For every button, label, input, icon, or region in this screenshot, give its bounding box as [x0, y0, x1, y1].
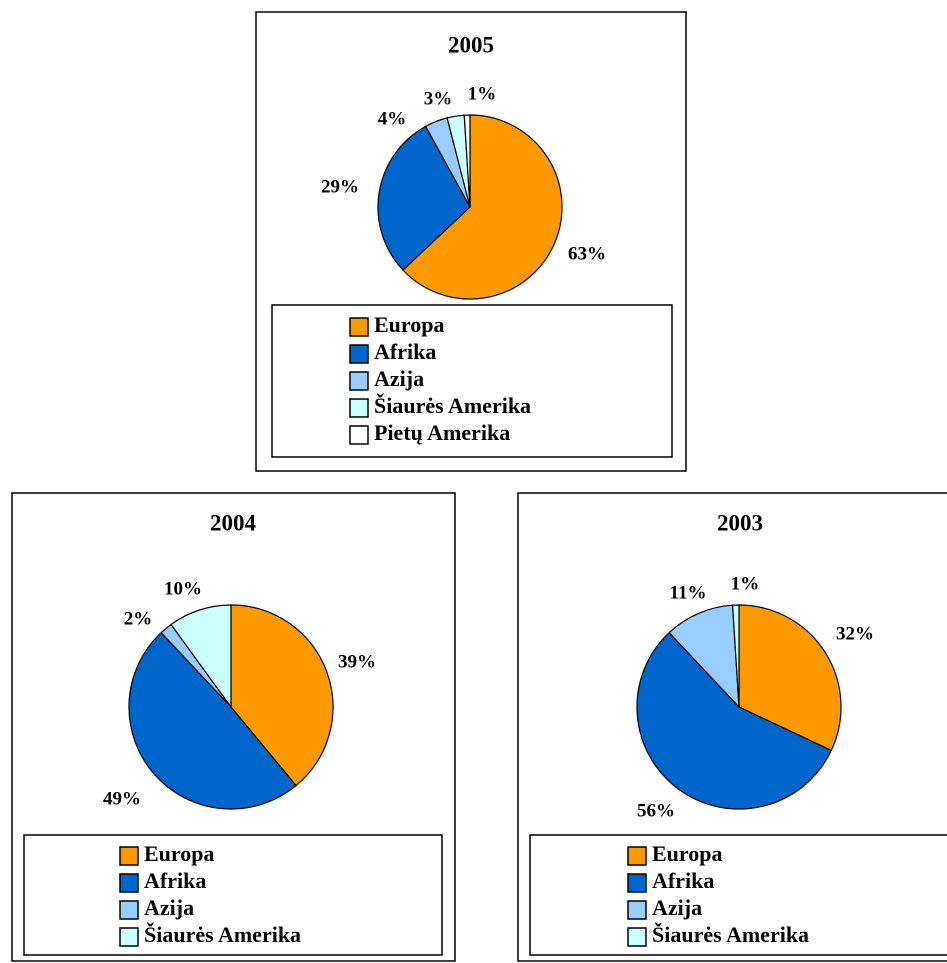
pie-slice: [738, 604, 842, 752]
legend-swatch: [349, 425, 369, 445]
legend-label: Šiaurės Amerika: [144, 922, 301, 947]
legend-swatch: [119, 927, 139, 947]
pie-slice: [668, 604, 740, 709]
data-label: 29%: [321, 176, 359, 197]
legend-swatch: [627, 846, 647, 866]
legend-box: [271, 304, 673, 458]
legend-label: Pietų Amerika: [374, 420, 510, 445]
data-label: 11%: [670, 582, 707, 603]
data-label: 4%: [378, 108, 407, 129]
data-label: 3%: [424, 88, 453, 109]
chart-title: 2004: [210, 510, 257, 535]
legend-swatch: [349, 317, 369, 337]
pie-slice: [377, 125, 471, 271]
data-label: 10%: [164, 578, 202, 599]
legend-label: Afrika: [374, 339, 436, 364]
data-label: 1%: [468, 83, 497, 104]
legend-label: Šiaurės Amerika: [652, 922, 809, 947]
pie-slice: [636, 631, 833, 810]
pie-slice: [128, 631, 297, 810]
legend-swatch: [627, 927, 647, 947]
legend-label: Azija: [374, 366, 424, 391]
frame: [11, 492, 456, 962]
legend-label: Azija: [144, 895, 194, 920]
pie-slice: [463, 114, 471, 208]
legend-box: [23, 834, 443, 956]
data-label: 2%: [124, 608, 153, 629]
data-label: 63%: [568, 243, 606, 264]
chart-title: 2005: [448, 32, 494, 57]
chart-title: 2003: [717, 510, 763, 535]
legend-label: Šiaurės Amerika: [374, 393, 531, 418]
legend-label: Afrika: [144, 868, 206, 893]
data-label: 32%: [836, 623, 874, 644]
data-label: 1%: [731, 573, 760, 594]
legend-swatch: [627, 873, 647, 893]
legend-swatch: [627, 900, 647, 920]
legend-label: Europa: [652, 841, 723, 866]
frame: [517, 492, 947, 962]
legend-swatch: [119, 900, 139, 920]
legend-label: Azija: [652, 895, 702, 920]
pie-slice: [731, 604, 740, 708]
data-label: 49%: [103, 788, 141, 809]
pie-slice: [230, 604, 334, 787]
data-label: 56%: [637, 800, 675, 821]
data-label: 39%: [338, 651, 376, 672]
legend-box: [529, 834, 947, 956]
legend-swatch: [119, 873, 139, 893]
legend-label: Europa: [374, 312, 445, 337]
frame: [255, 11, 687, 472]
legend-label: Afrika: [652, 868, 714, 893]
legend-label: Europa: [144, 841, 215, 866]
pie-slice: [402, 114, 563, 300]
legend-swatch: [349, 371, 369, 391]
legend-swatch: [349, 344, 369, 364]
pie-slice: [170, 604, 232, 709]
legend-swatch: [349, 398, 369, 418]
legend-swatch: [119, 846, 139, 866]
